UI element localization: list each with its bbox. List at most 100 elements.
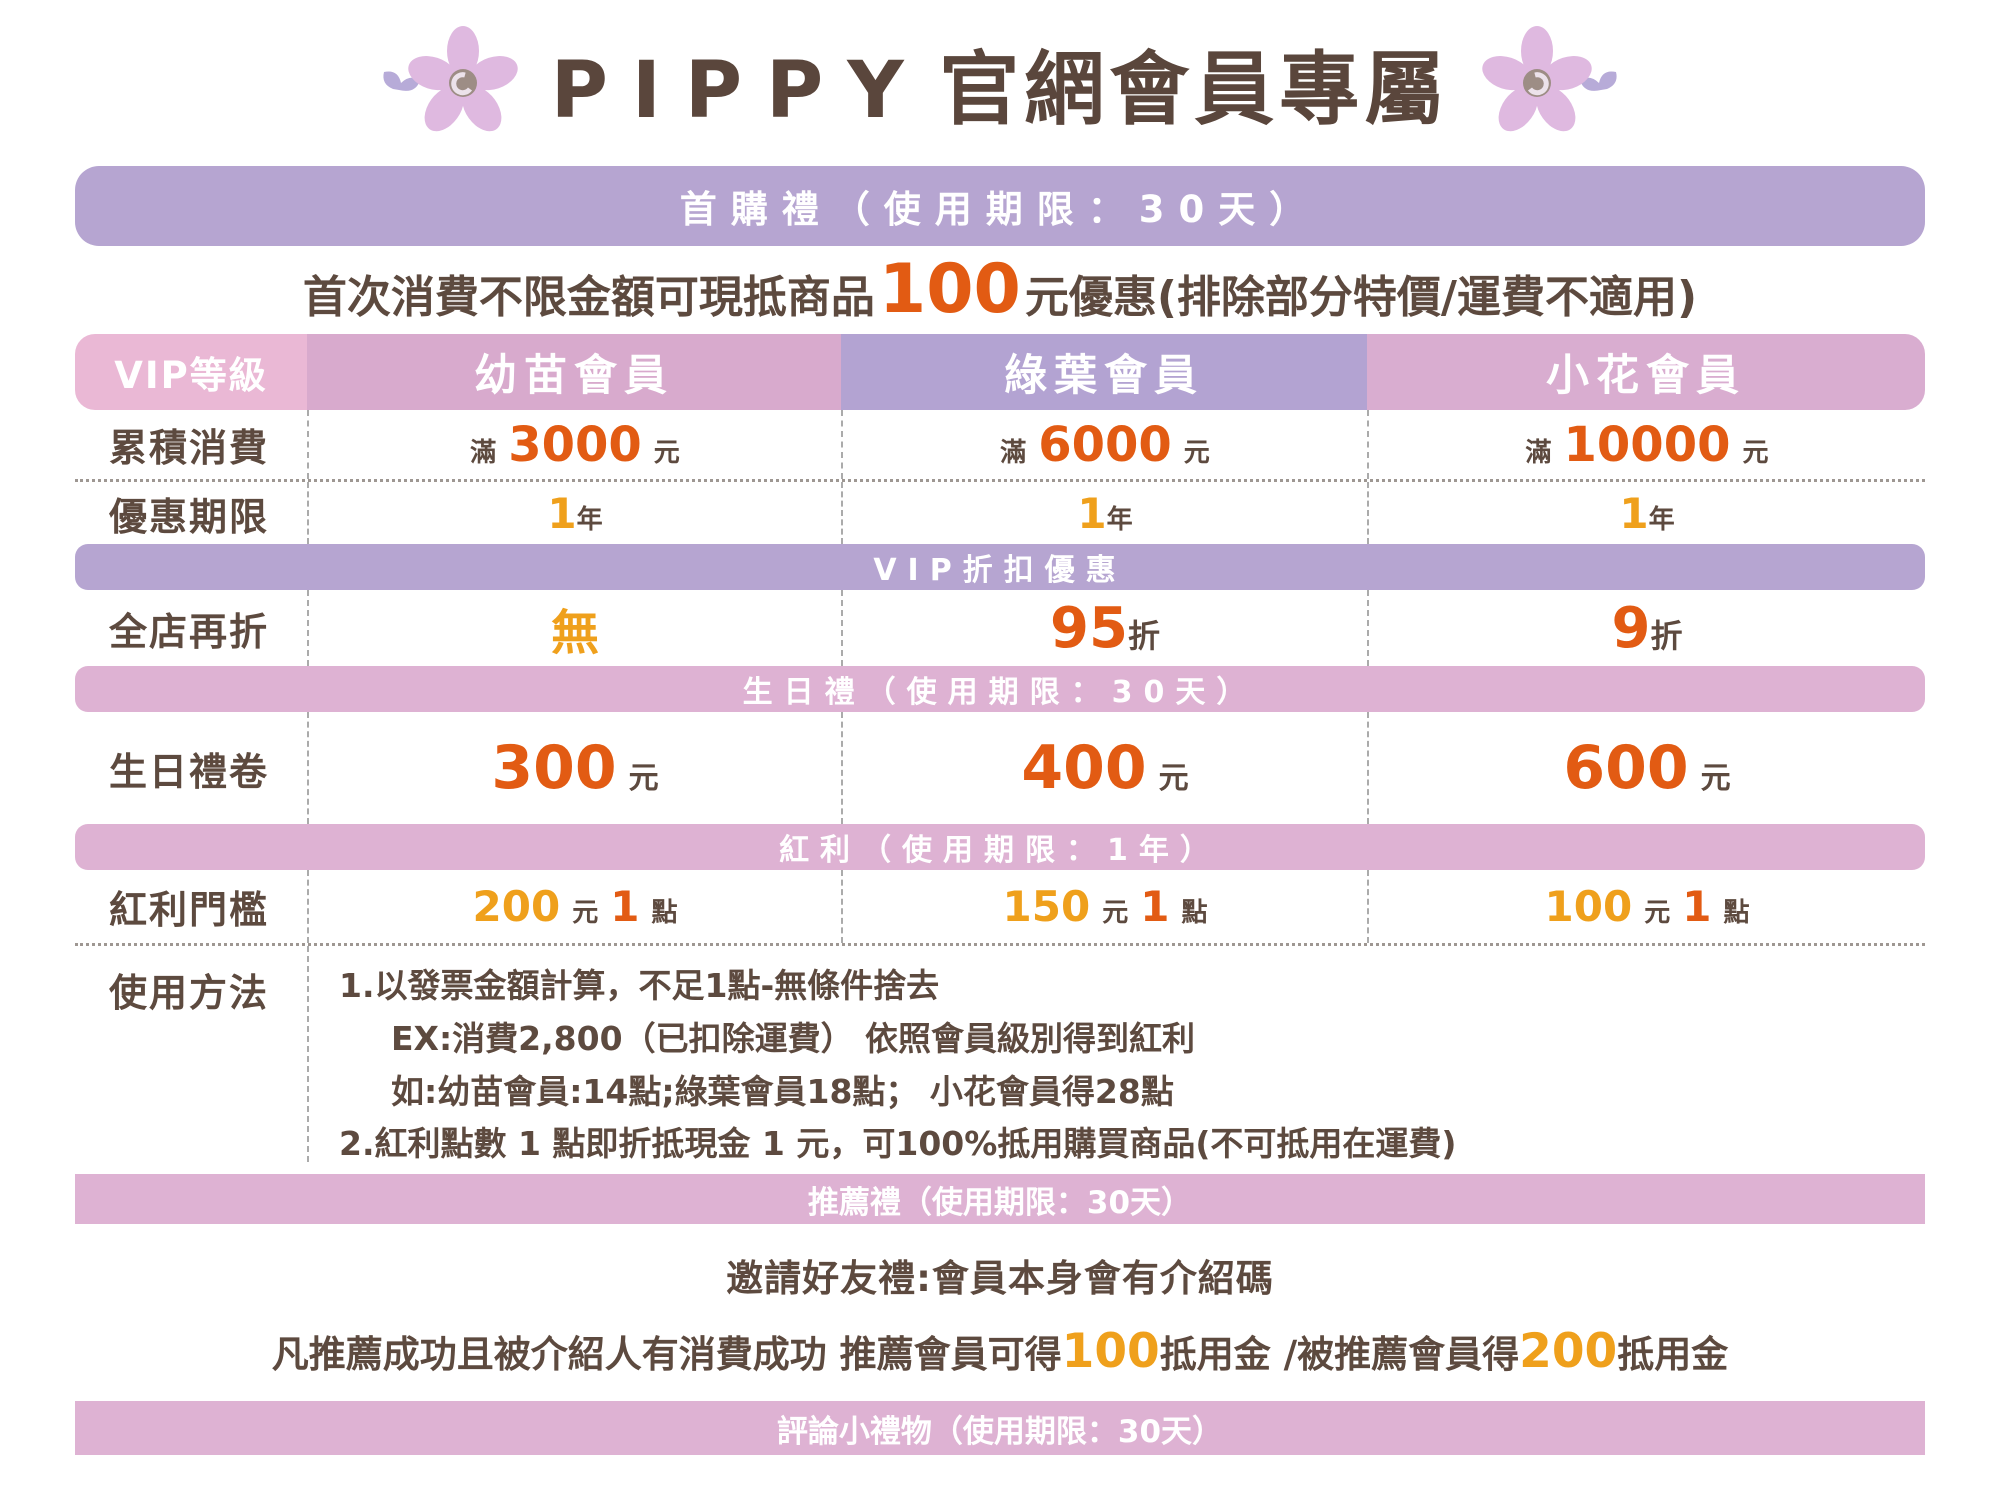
spend-prefix: 滿 bbox=[1525, 437, 1552, 468]
threshold-money: 150 bbox=[1002, 882, 1091, 931]
spend-amount: 10000 bbox=[1563, 416, 1731, 473]
referral-text-after: 抵用金 bbox=[1617, 1333, 1729, 1376]
review-banner: 評論小禮物（使用期限：30天） bbox=[75, 1401, 1925, 1455]
page-title-row: PIPPY 官網會員專屬 bbox=[0, 0, 2000, 166]
period-tier1-value: 1年 bbox=[307, 482, 841, 544]
discount-tier1-value: 無 bbox=[307, 590, 841, 666]
coupon-unit: 元 bbox=[628, 761, 659, 796]
usage-line-3: 如:幼苗會員:14點;綠葉會員18點； 小花會員得28點 bbox=[391, 1071, 1174, 1111]
threshold-tier3-value: 100 元 1 點 bbox=[1367, 870, 1925, 943]
threshold-money-unit: 元 bbox=[1102, 898, 1129, 928]
period-unit: 年 bbox=[1106, 504, 1133, 535]
period-num: 1 bbox=[1619, 488, 1649, 538]
spend-prefix: 滿 bbox=[470, 437, 497, 468]
spend-tier2-value: 滿 6000 元 bbox=[841, 410, 1367, 479]
referral-invite-text: 邀請好友禮:會員本身會有介紹碼 bbox=[726, 1257, 1274, 1300]
referral-banner: 推薦禮（使用期限：30天） bbox=[75, 1174, 1925, 1224]
threshold-point-unit: 點 bbox=[651, 898, 678, 928]
period-unit: 年 bbox=[576, 504, 603, 535]
first-purchase-description: 首次消費不限金額可現抵商品100元優惠(排除部分特價/運費不適用) bbox=[0, 246, 2000, 334]
period-label: 優惠期限 bbox=[109, 494, 270, 539]
usage-line-2: EX:消費2,800（已扣除運費） 依照會員級別得到紅利 bbox=[391, 1018, 1196, 1058]
coupon-label: 生日禮卷 bbox=[109, 749, 270, 794]
spend-amount: 3000 bbox=[508, 416, 642, 473]
flower-icon bbox=[1475, 23, 1625, 143]
brand-name: PIPPY bbox=[550, 46, 928, 136]
flower-icon bbox=[375, 23, 525, 143]
discount-unit: 折 bbox=[1127, 616, 1160, 655]
spend-unit: 元 bbox=[653, 437, 680, 468]
threshold-point: 1 bbox=[1140, 882, 1170, 931]
threshold-money: 200 bbox=[472, 882, 561, 931]
threshold-money: 100 bbox=[1544, 882, 1633, 931]
table-row-discount: 全店再折 無 95折 9折 bbox=[75, 590, 1925, 666]
period-unit: 年 bbox=[1648, 504, 1675, 535]
referral-text-before: 凡推薦成功且被介紹人有消費成功 推薦會員可得 bbox=[271, 1333, 1062, 1376]
coupon-amount: 300 bbox=[491, 733, 617, 803]
desc-before: 首次消費不限金額可現抵商品 bbox=[302, 271, 875, 323]
table-row-spend: 累積消費 滿 3000 元 滿 6000 元 滿 10000 元 bbox=[75, 410, 1925, 482]
usage-line-4: 2.紅利點數 1 點即折抵現金 1 元，可100%抵用購買商品(不可抵用在運費) bbox=[339, 1124, 1457, 1164]
header-tier-flower: 小花會員 bbox=[1367, 334, 1925, 410]
bonus-banner: 紅利（使用期限：1年） bbox=[75, 824, 1925, 870]
discount-tier3-value: 9折 bbox=[1367, 590, 1925, 666]
table-row-birthday-coupon: 生日禮卷 300 元 400 元 600 元 bbox=[75, 712, 1925, 824]
spend-label: 累積消費 bbox=[109, 426, 270, 470]
spend-tier1-value: 滿 3000 元 bbox=[307, 410, 841, 479]
title-suffix: 官網會員專屬 bbox=[939, 43, 1450, 136]
coupon-tier3-value: 600 元 bbox=[1367, 712, 1925, 824]
spend-amount: 6000 bbox=[1038, 416, 1172, 473]
first-purchase-banner: 首購禮（使用期限：30天） bbox=[75, 166, 1925, 246]
coupon-tier1-value: 300 元 bbox=[307, 712, 841, 824]
spend-unit: 元 bbox=[1183, 437, 1210, 468]
period-tier3-value: 1年 bbox=[1367, 482, 1925, 544]
vip-discount-banner: VIP折扣優惠 bbox=[75, 544, 1925, 590]
threshold-tier2-value: 150 元 1 點 bbox=[841, 870, 1367, 943]
coupon-amount: 400 bbox=[1021, 733, 1147, 803]
discount-tier2-value: 95折 bbox=[841, 590, 1367, 666]
referral-amount-1: 100 bbox=[1061, 1324, 1160, 1379]
spend-unit: 元 bbox=[1742, 437, 1769, 468]
table-row-bonus-threshold: 紅利門檻 200 元 1 點 150 元 1 點 100 元 1 點 bbox=[75, 870, 1925, 946]
threshold-money-unit: 元 bbox=[1644, 898, 1671, 928]
period-num: 1 bbox=[547, 488, 577, 538]
page-title: PIPPY 官網會員專屬 bbox=[551, 25, 1450, 141]
threshold-label: 紅利門檻 bbox=[109, 888, 270, 932]
spend-prefix: 滿 bbox=[1000, 437, 1027, 468]
discount-unit: 折 bbox=[1650, 616, 1683, 655]
desc-after: 元優惠(排除部分特價/運費不適用) bbox=[1024, 271, 1698, 323]
coupon-unit: 元 bbox=[1700, 761, 1731, 796]
period-tier2-value: 1年 bbox=[841, 482, 1367, 544]
period-num: 1 bbox=[1077, 488, 1107, 538]
header-tier-leaf: 綠葉會員 bbox=[841, 334, 1367, 410]
coupon-unit: 元 bbox=[1158, 761, 1189, 796]
coupon-amount: 600 bbox=[1563, 733, 1689, 803]
referral-amount-2: 200 bbox=[1519, 1324, 1618, 1379]
discount-none: 無 bbox=[550, 605, 599, 661]
table-header-row: VIP等級 幼苗會員 綠葉會員 小花會員 bbox=[75, 334, 1925, 410]
threshold-tier1-value: 200 元 1 點 bbox=[307, 870, 841, 943]
desc-amount: 100 bbox=[878, 249, 1021, 329]
referral-text-mid: 抵用金 /被推薦會員得 bbox=[1159, 1333, 1520, 1376]
referral-reward-text: 凡推薦成功且被介紹人有消費成功 推薦會員可得100抵用金 /被推薦會員得200抵… bbox=[0, 1324, 2000, 1379]
threshold-point-unit: 點 bbox=[1181, 898, 1208, 928]
usage-label: 使用方法 bbox=[109, 971, 270, 1015]
header-tier-seedling: 幼苗會員 bbox=[307, 334, 841, 410]
discount-num: 9 bbox=[1611, 595, 1651, 661]
threshold-money-unit: 元 bbox=[572, 898, 599, 928]
threshold-point-unit: 點 bbox=[1723, 898, 1750, 928]
threshold-point: 1 bbox=[1682, 882, 1712, 931]
spend-tier3-value: 滿 10000 元 bbox=[1367, 410, 1925, 479]
header-vip-level: VIP等級 bbox=[75, 334, 307, 410]
table-row-period: 優惠期限 1年 1年 1年 bbox=[75, 482, 1925, 544]
table-row-usage: 使用方法 1.以發票金額計算，不足1點-無條件捨去 EX:消費2,800（已扣除… bbox=[75, 946, 1925, 1163]
vip-tier-table: VIP等級 幼苗會員 綠葉會員 小花會員 累積消費 滿 3000 元 滿 6000 元 … bbox=[75, 334, 1925, 1163]
threshold-point: 1 bbox=[610, 882, 640, 931]
usage-instructions: 1.以發票金額計算，不足1點-無條件捨去 EX:消費2,800（已扣除運費） 依… bbox=[307, 946, 1925, 1163]
birthday-gift-banner: 生日禮（使用期限：30天） bbox=[75, 666, 1925, 712]
coupon-tier2-value: 400 元 bbox=[841, 712, 1367, 824]
usage-line-1: 1.以發票金額計算，不足1點-無條件捨去 bbox=[339, 966, 940, 1005]
discount-num: 95 bbox=[1050, 595, 1128, 661]
discount-label: 全店再折 bbox=[109, 609, 270, 654]
